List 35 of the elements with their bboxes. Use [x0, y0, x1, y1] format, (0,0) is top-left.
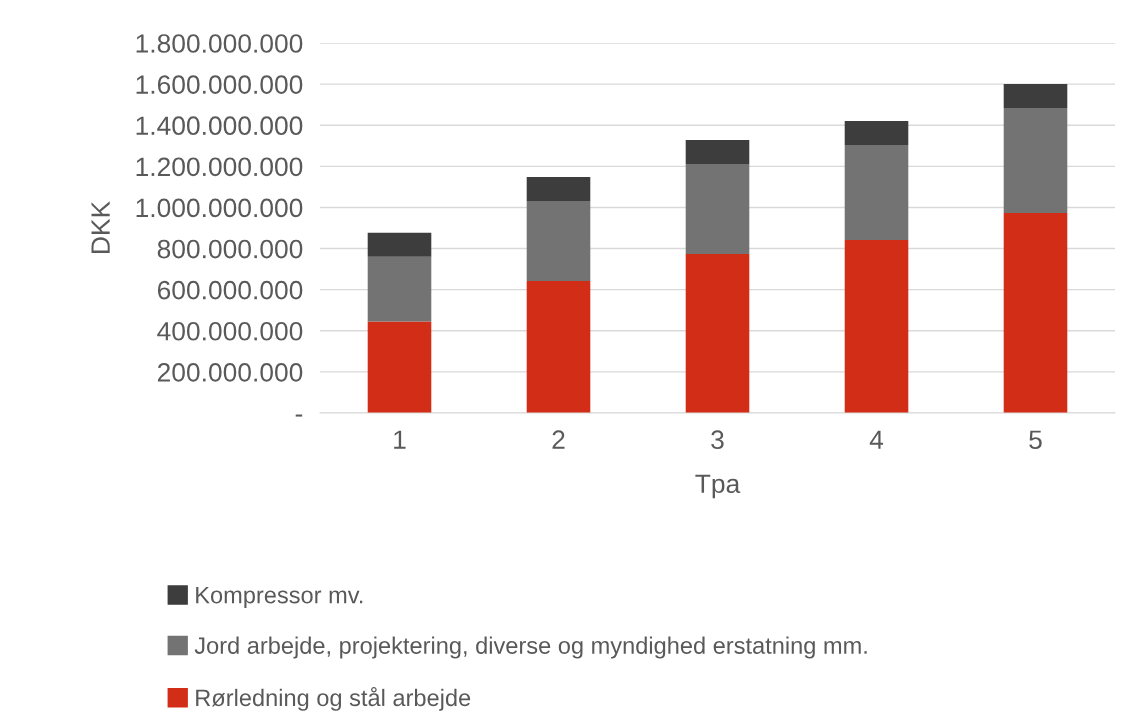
y-tick-label: 800.000.000 [157, 239, 303, 259]
bar [526, 201, 591, 282]
bar [685, 140, 750, 165]
x-tick-label: 1 [394, 430, 406, 449]
bar [1003, 212, 1068, 413]
legend-label: Jord arbejde, projektering, diverse og myndighed erstatning mm. [194, 636, 867, 659]
y-tick-label: 1.800.000.000 [136, 34, 303, 53]
y-tick-label: - [295, 414, 303, 417]
y-tick-label: 1.600.000.000 [136, 75, 303, 94]
bar [844, 144, 909, 240]
bar [1003, 83, 1068, 108]
bar [844, 120, 909, 145]
bar [1003, 107, 1068, 213]
x-tick-label: 2 [552, 430, 565, 449]
bar [526, 177, 591, 202]
y-tick-label: 600.000.000 [157, 280, 303, 300]
x-tick-label: 4 [869, 430, 884, 449]
bar [367, 321, 432, 413]
bar [844, 239, 909, 413]
x-tick-label: 5 [1029, 430, 1042, 450]
bar [685, 253, 750, 413]
y-tick-label: 200.000.000 [157, 363, 303, 382]
y-axis-title: DKK [91, 201, 110, 253]
legend-label: Rørledning og stål arbejde [196, 686, 471, 711]
x-tick-label: 3 [711, 430, 724, 450]
bar [367, 256, 432, 322]
bar [685, 164, 750, 254]
y-tick-label: 1.200.000.000 [136, 157, 303, 177]
x-axis-title: Tpa [695, 474, 741, 499]
y-tick-label: 1.400.000.000 [136, 116, 303, 136]
legend-label: Kompressor mv. [196, 586, 363, 609]
y-tick-label: 1.000.000.000 [136, 198, 303, 218]
bar [526, 281, 591, 413]
y-tick-label: 400.000.000 [157, 321, 303, 341]
bar [367, 232, 432, 257]
